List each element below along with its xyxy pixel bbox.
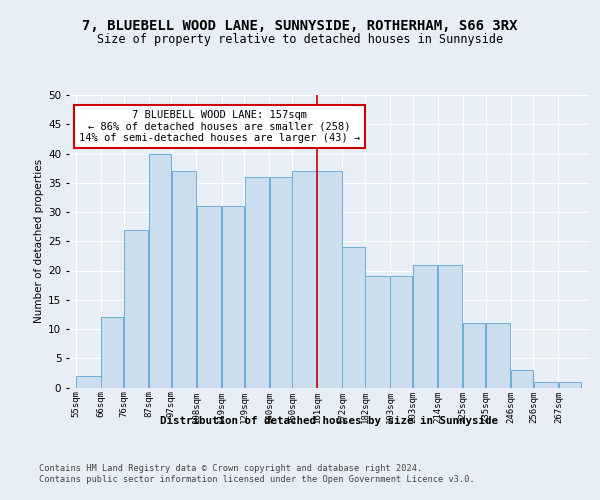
Bar	[559, 382, 581, 388]
Text: Size of property relative to detached houses in Sunnyside: Size of property relative to detached ho…	[97, 32, 503, 46]
Text: 7, BLUEBELL WOOD LANE, SUNNYSIDE, ROTHERHAM, S66 3RX: 7, BLUEBELL WOOD LANE, SUNNYSIDE, ROTHER…	[82, 19, 518, 33]
Bar	[317, 171, 342, 388]
Text: Contains HM Land Registry data © Crown copyright and database right 2024.
Contai: Contains HM Land Registry data © Crown c…	[39, 464, 475, 483]
Bar	[463, 323, 485, 388]
Text: 7 BLUEBELL WOOD LANE: 157sqm
← 86% of detached houses are smaller (258)
14% of s: 7 BLUEBELL WOOD LANE: 157sqm ← 86% of de…	[79, 110, 360, 143]
Bar	[413, 264, 437, 388]
Bar	[149, 154, 171, 388]
Bar	[76, 376, 101, 388]
Bar	[438, 264, 463, 388]
Bar	[124, 230, 148, 388]
Y-axis label: Number of detached properties: Number of detached properties	[34, 159, 44, 324]
Bar	[511, 370, 533, 388]
Bar	[534, 382, 558, 388]
Bar	[101, 318, 123, 388]
Bar	[343, 247, 365, 388]
Text: Distribution of detached houses by size in Sunnyside: Distribution of detached houses by size …	[160, 416, 498, 426]
Bar	[172, 171, 196, 388]
Bar	[269, 177, 292, 388]
Bar	[245, 177, 269, 388]
Bar	[391, 276, 412, 388]
Bar	[365, 276, 389, 388]
Bar	[222, 206, 244, 388]
Bar	[486, 323, 510, 388]
Bar	[197, 206, 221, 388]
Bar	[292, 171, 317, 388]
